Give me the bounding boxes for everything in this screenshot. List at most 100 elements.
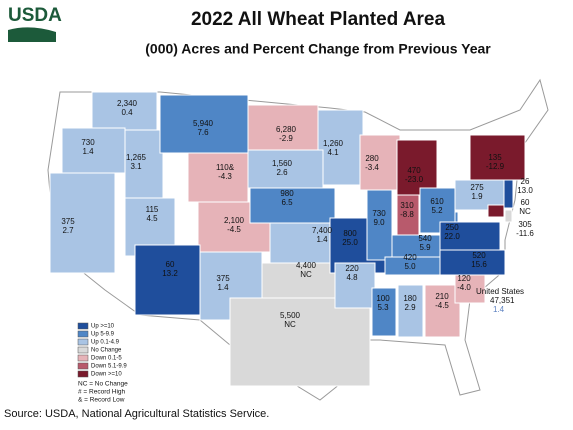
state-shape (91, 91, 158, 131)
acres-label: 5,940 (193, 119, 214, 128)
legend-swatch (77, 322, 89, 330)
logo-field (8, 27, 56, 42)
acres-label: 375 (216, 274, 230, 283)
legend-label: Down >=10 (91, 372, 122, 378)
state-shape (49, 172, 116, 274)
change-label: 3.1 (130, 162, 142, 171)
state-shape (487, 204, 505, 218)
change-label: -8.8 (400, 210, 414, 219)
change-label: NC (300, 270, 312, 279)
change-label: 25.0 (342, 238, 358, 247)
source: Source: USDA, National Agricultural Stat… (4, 408, 269, 420)
change-label: 7.6 (197, 128, 209, 137)
state-shape (439, 249, 506, 276)
acres-label: 610 (430, 197, 444, 206)
state-shape (504, 209, 513, 223)
legend-swatch (77, 354, 89, 362)
acres-label: 115 (146, 205, 159, 214)
change-label: 1.4 (217, 283, 229, 292)
change-label: 6.5 (281, 198, 293, 207)
legend-label: Up 5-9.9 (91, 332, 115, 338)
change-label: 1.9 (471, 192, 483, 201)
acres-label: 420 (403, 253, 417, 262)
acres-label: 4,400 (296, 261, 317, 270)
acres-label: 100 (376, 294, 390, 303)
change-label: 2.7 (62, 226, 74, 235)
legend-swatch (77, 370, 89, 378)
acres-label: 310 (400, 201, 414, 210)
change-label: 5.2 (431, 206, 443, 215)
legend: Up >=10 Up 5-9.9 Up 0.1-4.9 No Change Down 0… (77, 322, 128, 404)
change-label: 4.8 (346, 273, 358, 282)
acres-label: 110& (216, 163, 235, 172)
change-label: -4.5 (227, 225, 241, 234)
acres-label: 1,260 (323, 139, 344, 148)
change-label: NC (284, 320, 296, 329)
legend-swatch (77, 362, 89, 370)
acres-label: 730 (372, 209, 386, 218)
change-label: -2.9 (279, 134, 293, 143)
acres-label: 730 (81, 138, 95, 147)
state-shape (397, 284, 424, 338)
logo-text: USDA (8, 5, 62, 26)
acres-label: 275 (470, 183, 484, 192)
legend-note: # = Record High (78, 389, 126, 396)
state-shape (454, 274, 486, 304)
total-change: 1.4 (493, 305, 505, 314)
change-label: NC (519, 207, 531, 216)
acres-label: 250 (445, 223, 459, 232)
state-shape (469, 134, 526, 181)
total-acres: 47,351 (490, 296, 515, 305)
acres-label: 375 (61, 217, 75, 226)
acres-label: 540 (418, 234, 432, 243)
state-shape (229, 297, 371, 387)
state-shape (124, 129, 164, 199)
change-label: 5.3 (377, 303, 389, 312)
acres-label: 210 (435, 292, 449, 301)
change-label: 13.2 (162, 269, 178, 278)
acres-label: 7,400 (312, 226, 333, 235)
state-shape (247, 149, 324, 189)
state-shape (334, 262, 376, 309)
change-label: 15.6 (471, 260, 487, 269)
change-label: -3.4 (365, 163, 379, 172)
state-shape (247, 104, 319, 151)
change-label: 9.0 (373, 218, 385, 227)
state-shape (396, 139, 438, 196)
legend-label: Down 0.1-5 (91, 356, 122, 362)
legend-note: NC = No Change (78, 381, 128, 388)
legend-swatch (77, 330, 89, 338)
legend-label: No Change (91, 348, 122, 354)
acres-label: 120 (457, 274, 471, 283)
acres-label: 470 (407, 166, 421, 175)
acres-label: 60 (521, 198, 530, 207)
acres-label: 5,500 (280, 311, 301, 320)
acres-label: 1,265 (126, 153, 147, 162)
acres-label: 60 (166, 260, 175, 269)
state-shape (249, 187, 336, 224)
change-label: -11.6 (516, 229, 534, 238)
legend-label: Up 0.1-4.9 (91, 340, 120, 346)
state-shape (134, 244, 201, 316)
title: 2022 All Wheat Planted Area (191, 9, 446, 30)
subtitle: (000) Acres and Percent Change from Prev… (145, 41, 491, 57)
legend-label: Down 5.1-9.9 (91, 364, 127, 370)
acres-label: 220 (345, 264, 359, 273)
acres-label: 135 (488, 153, 502, 162)
acres-label: 1,560 (272, 159, 293, 168)
acres-label: 800 (343, 229, 357, 238)
state-shape (503, 179, 514, 209)
state-shape (187, 152, 249, 203)
acres-label: 26 (521, 177, 530, 186)
state-shape (424, 284, 461, 338)
change-label: -12.9 (486, 162, 505, 171)
change-label: 2.6 (276, 168, 288, 177)
total-label: United States (476, 287, 524, 296)
change-label: 13.0 (517, 186, 533, 195)
change-label: 4.1 (327, 148, 339, 157)
legend-swatch (77, 346, 89, 354)
change-label: 2.9 (404, 303, 416, 312)
state-shape (439, 221, 501, 251)
